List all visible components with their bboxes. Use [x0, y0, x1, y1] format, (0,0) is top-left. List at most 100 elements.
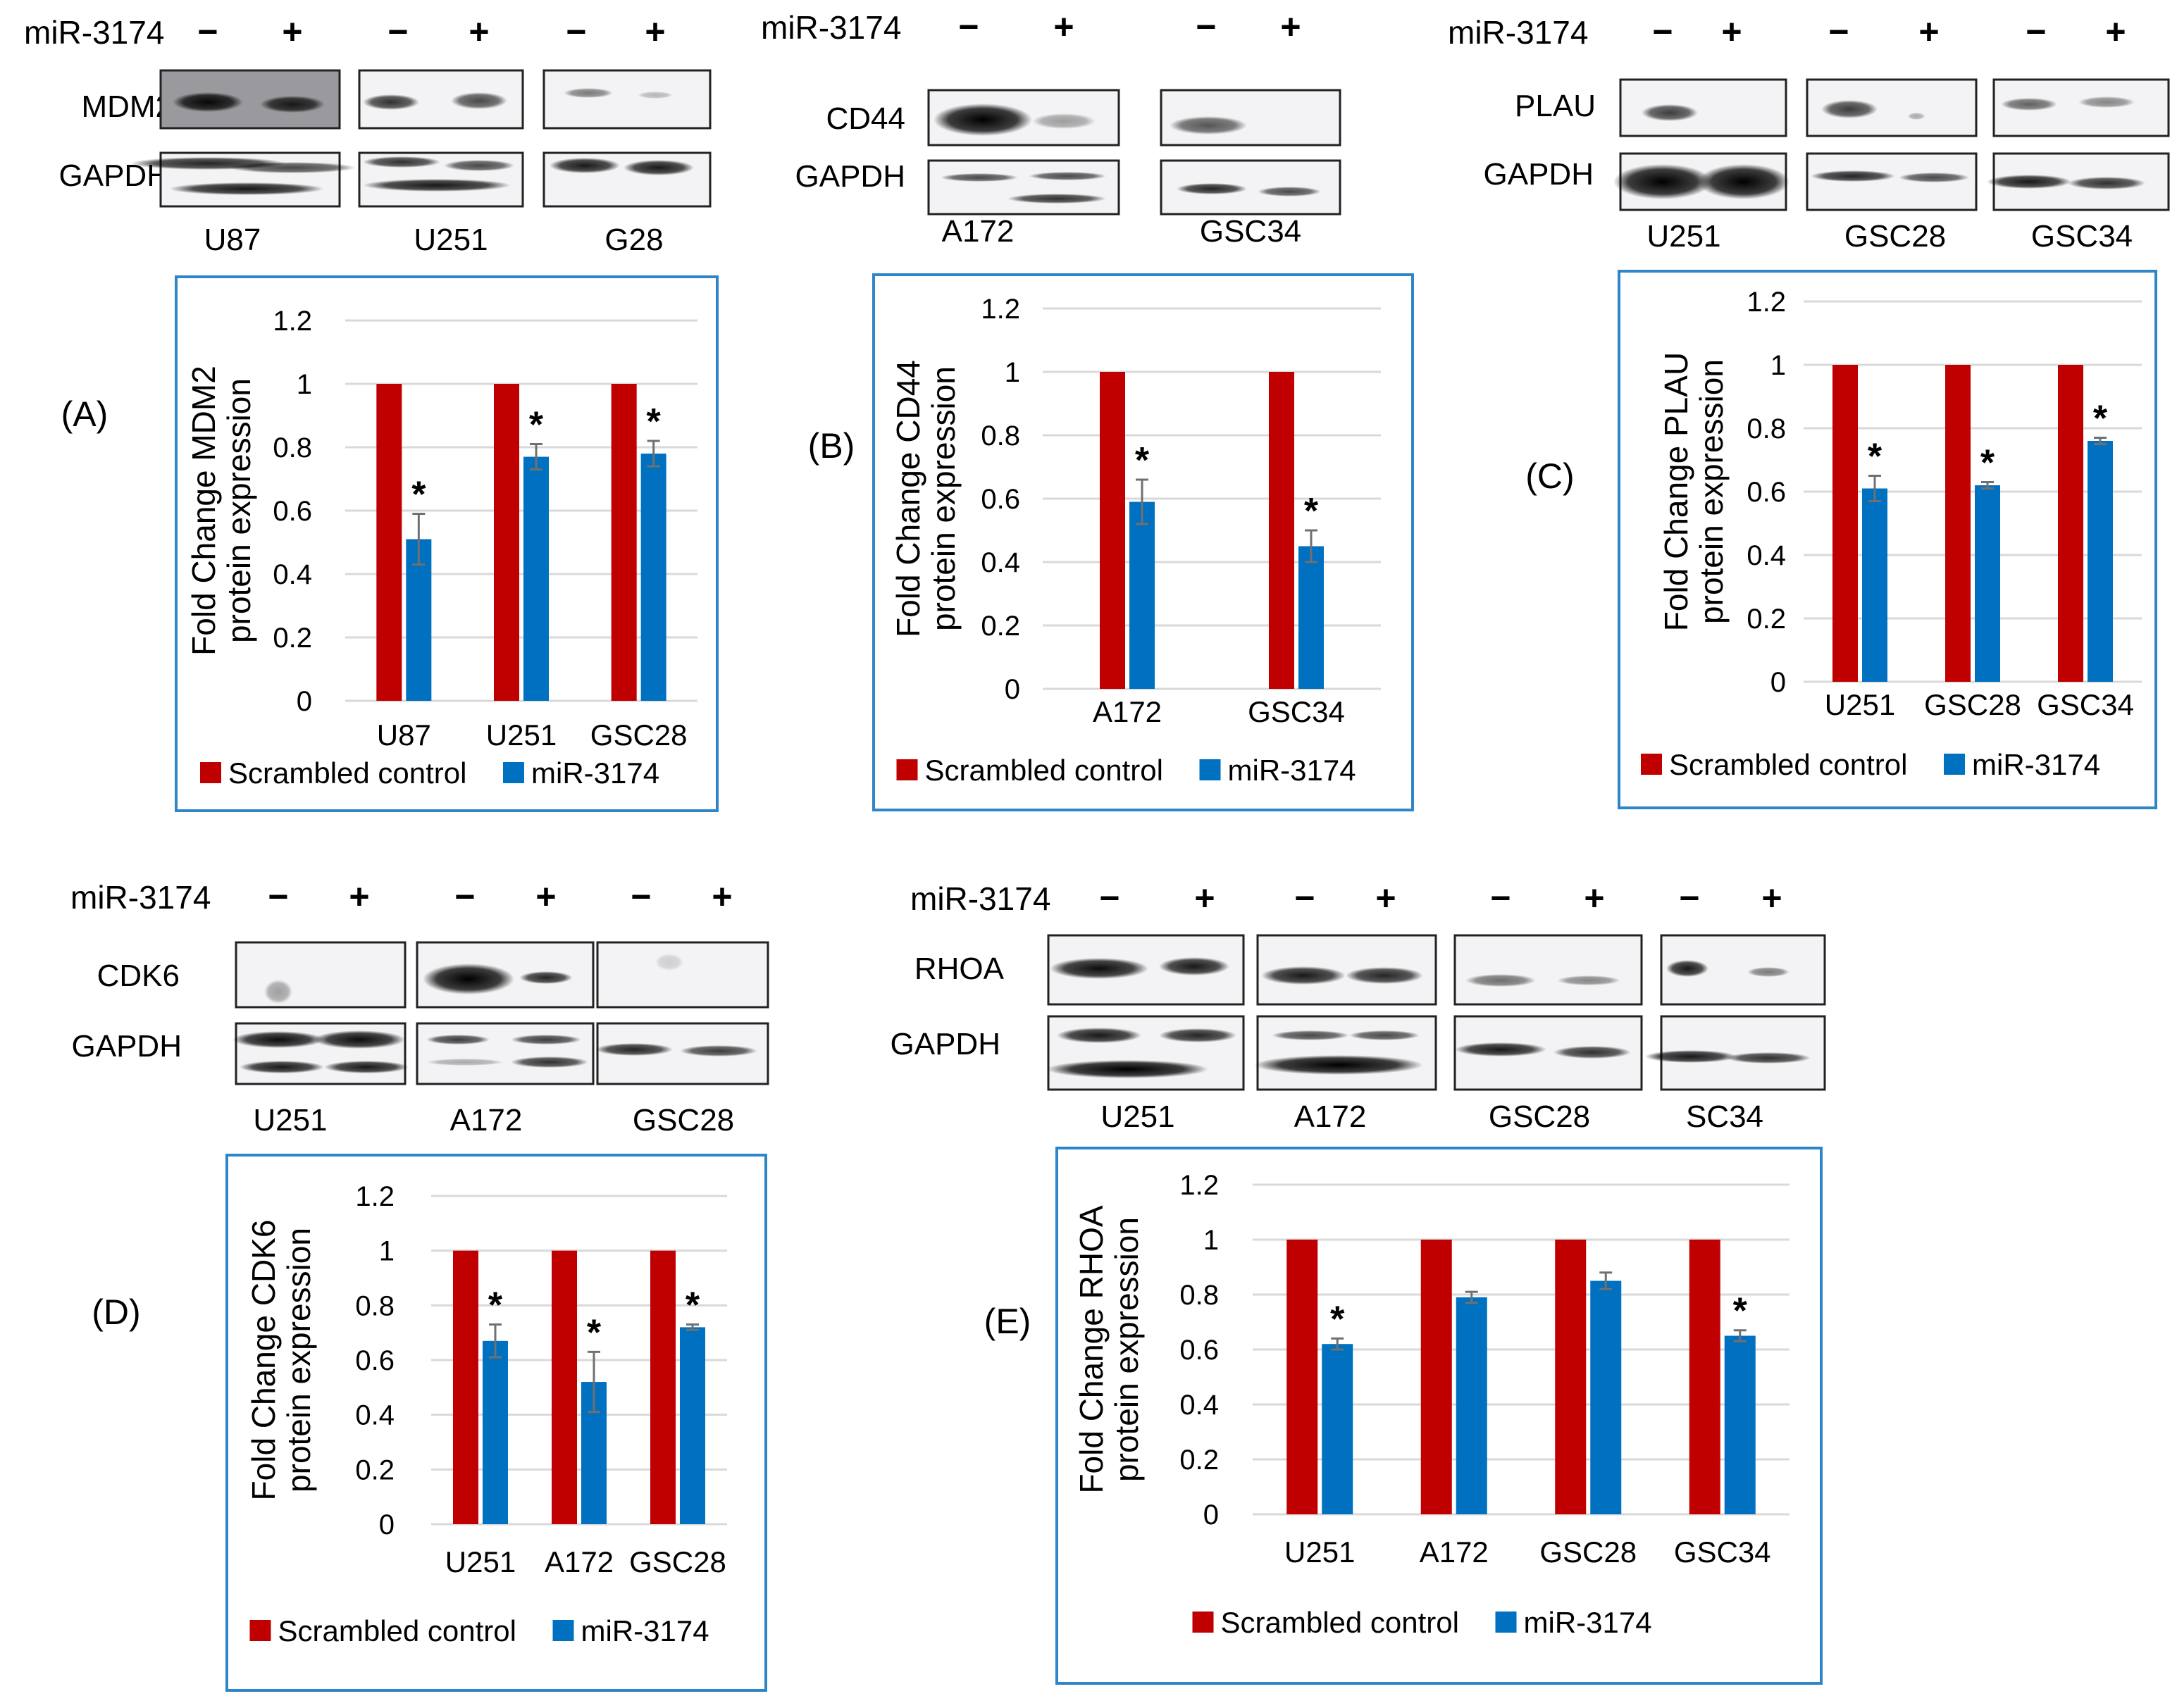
blot-band [2001, 98, 2057, 111]
blot-band [1747, 967, 1790, 977]
bar-control [1689, 1240, 1720, 1514]
blot-band [638, 92, 673, 99]
bar-control [1555, 1240, 1587, 1514]
y-axis-label: Fold Change CD44 [890, 360, 926, 637]
lane-label: U251 [1646, 219, 1720, 254]
bar-control [494, 384, 519, 701]
blot-band [1821, 100, 1878, 118]
legend-swatch-mir3174 [1495, 1612, 1517, 1633]
lane-label: GSC34 [1200, 214, 1301, 249]
significance-star: * [686, 1285, 700, 1326]
panel-label: (C) [1525, 456, 1574, 496]
blot-band [1272, 1030, 1349, 1040]
blot-band [423, 964, 514, 995]
blot-band [363, 179, 511, 192]
legend-swatch-control [200, 762, 221, 783]
bar-control [376, 384, 402, 701]
blot-band [1254, 1055, 1423, 1075]
blot-panel-B: miR-3174 − + − + CD44 GAPDH A172 GSC34 [761, 7, 1341, 249]
significance-star: * [1868, 437, 1883, 478]
lane-label: U251 [414, 223, 488, 257]
blot-band [519, 971, 573, 984]
legend-label-mir3174: miR-3174 [531, 756, 659, 790]
blot-band [624, 160, 694, 175]
plus-sign: + [1375, 878, 1396, 918]
plus-sign: + [469, 12, 489, 51]
bar-mir3174 [680, 1327, 705, 1524]
bar-mir3174 [1456, 1297, 1487, 1514]
blot-band [1465, 974, 1536, 987]
blot-band [1346, 967, 1423, 984]
y-tick-label: 0 [1770, 667, 1786, 698]
minus-sign: − [958, 7, 979, 46]
y-axis-label: protein expression [925, 366, 962, 631]
blot-band [363, 156, 440, 168]
x-tick-label: GSC28 [1924, 688, 2021, 721]
blot-band [1666, 960, 1708, 977]
legend-swatch-mir3174 [552, 1620, 574, 1641]
bar-control [650, 1250, 676, 1524]
chart-2: (C) 0 0.2 0.4 0.6 0.8 1 1.2 Fold Change PLAUprot… [1525, 270, 2157, 809]
lane-label: G28 [604, 223, 663, 257]
blot-band [1007, 194, 1106, 204]
lane-label: U251 [253, 1103, 327, 1137]
y-tick-label: 0.6 [1179, 1335, 1219, 1366]
bar-mir3174 [523, 456, 549, 701]
legend-label-mir3174: miR-3174 [581, 1614, 709, 1647]
x-tick-label: GSC28 [629, 1545, 726, 1578]
y-tick-label: 0 [1203, 1500, 1219, 1531]
y-tick-label: 1 [1203, 1225, 1219, 1256]
chart-4: (E) 0 0.2 0.4 0.6 0.8 1 1.2 Fold Change RHOAprot… [984, 1147, 1823, 1685]
blot-band [1032, 113, 1096, 129]
significance-star: * [488, 1285, 503, 1326]
bar-control [1100, 372, 1125, 689]
blot-band [1261, 966, 1346, 985]
minus-sign: − [566, 12, 586, 51]
bar-control [453, 1250, 478, 1524]
blot-band [426, 1059, 504, 1066]
protein-label: RHOA [914, 952, 1005, 986]
y-tick-label: 0.8 [273, 432, 312, 463]
legend-label-control: Scrambled control [1669, 748, 1907, 781]
y-axis-label: protein expression [1693, 359, 1730, 624]
blot-box [1256, 1015, 1437, 1091]
bar-control [1269, 372, 1294, 689]
minus-sign: − [1490, 878, 1511, 918]
blot-band [1698, 164, 1790, 199]
legend-label-mir3174: miR-3174 [1972, 748, 2100, 781]
bar-control [1420, 1240, 1452, 1514]
x-tick-label: A172 [1093, 695, 1162, 728]
protein-label: CDK6 [97, 959, 180, 993]
loading-control-label: GAPDH [795, 159, 905, 194]
minus-sign: − [631, 877, 651, 916]
blot-band [1811, 170, 1895, 182]
legend-swatch-control [249, 1620, 271, 1641]
panel-label: (B) [808, 426, 855, 466]
y-tick-label: 0.6 [981, 484, 1020, 515]
legend-label-mir3174: miR-3174 [1524, 1606, 1652, 1639]
y-tick-label: 1.2 [981, 294, 1020, 325]
blot-band [363, 94, 419, 110]
blot-band [451, 92, 507, 109]
y-tick-label: 0 [1005, 674, 1020, 705]
y-tick-label: 1.2 [355, 1181, 395, 1212]
y-tick-label: 0.2 [273, 623, 312, 654]
lane-label: GSC28 [1489, 1099, 1590, 1134]
x-tick-label: U251 [1284, 1535, 1355, 1569]
x-tick-label: GSC34 [2037, 688, 2134, 721]
y-tick-label: 0.2 [355, 1454, 395, 1485]
y-tick-label: 1 [379, 1236, 395, 1267]
lane-label: U87 [204, 223, 261, 257]
treatment-label: miR-3174 [761, 9, 901, 46]
legend-label-control: Scrambled control [228, 756, 466, 790]
blot-band [1899, 173, 1969, 182]
protein-label: MDM2 [81, 89, 173, 124]
blot-band [655, 954, 683, 971]
y-axis-label: protein expression [221, 378, 257, 643]
blot-band [1170, 116, 1247, 135]
blot-band [1159, 1028, 1236, 1042]
blot-band [229, 162, 356, 173]
y-tick-label: 1.2 [1747, 287, 1786, 318]
blot-panel-D: miR-3174 − + − + − + CDK6 GAPDH U251 A172 GSC28 [70, 877, 769, 1137]
